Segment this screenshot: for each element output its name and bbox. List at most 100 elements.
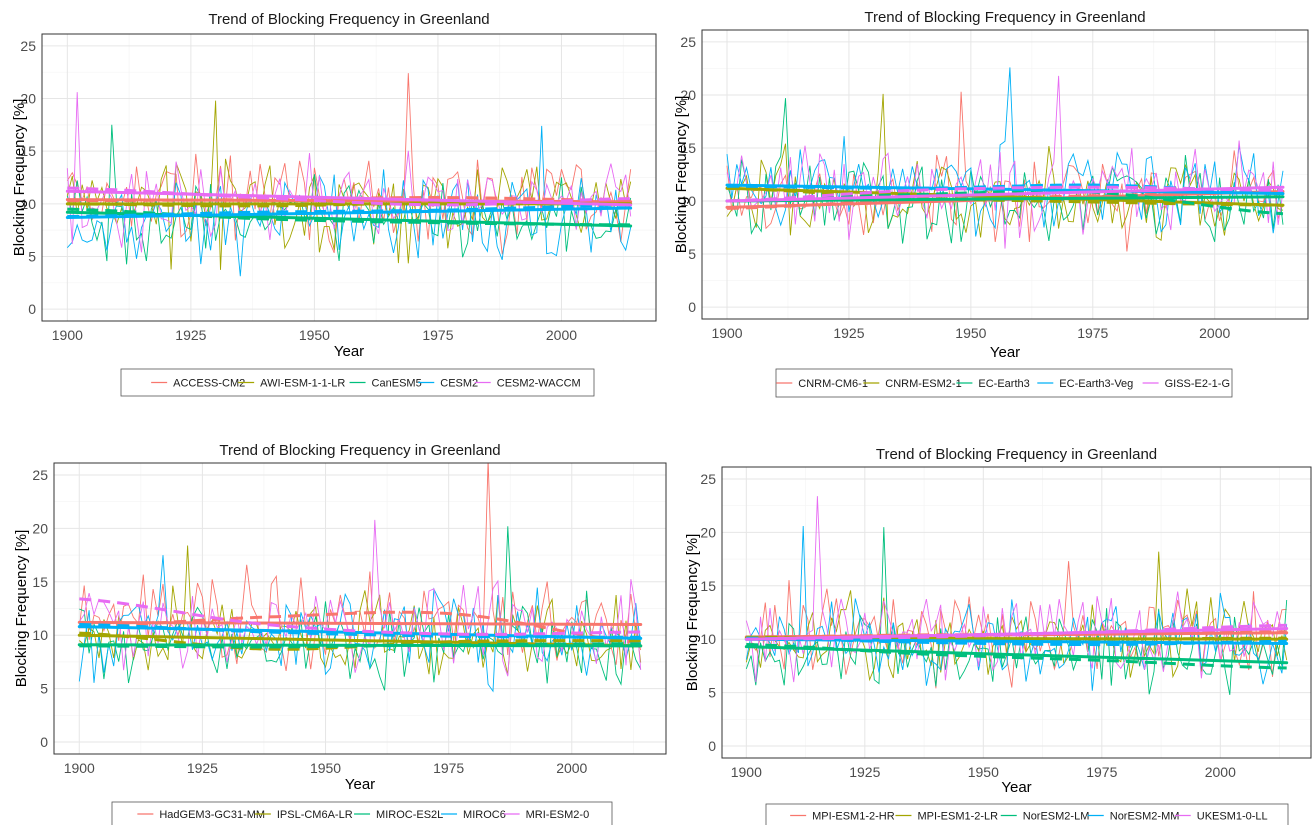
smooth-line-UKESM1-0-LL [746, 623, 1287, 641]
chart-panel-2: 0 5 10 15 20 25 1900 1925 1950 1975 2000 Trend of B… [660, 0, 1314, 410]
y-tick-label: 20 [20, 91, 36, 107]
legend-box [765, 803, 1289, 825]
legend-label: IPSL-CM6A-LR [277, 809, 353, 821]
y-axis-label: Blocking Frequency [%] [13, 530, 30, 688]
y-axis-label: Blocking Frequency [%] [684, 534, 701, 692]
plot-area [54, 463, 666, 754]
y-tick-label: 10 [700, 631, 716, 647]
plot-border [41, 33, 657, 322]
smooth-line-GISS-E2-1-G [726, 185, 1284, 203]
y-tick-label: 0 [28, 301, 36, 317]
y-tick-label: 20 [32, 520, 48, 536]
x-axis-label: Year [990, 344, 1020, 361]
y-axis-label: Blocking Frequency [%] [673, 96, 690, 254]
legend-label: CNRM-ESM2-1 [885, 378, 961, 390]
y-tick-label: 0 [40, 734, 48, 750]
plot-area [42, 34, 656, 321]
series-group [744, 496, 1289, 695]
x-tick-label: 1925 [833, 325, 864, 341]
chart-panel-1: 0 5 10 15 20 25 1900 1925 1950 1975 2000 Trend of B… [0, 0, 660, 410]
series-group [725, 67, 1285, 252]
x-tick-label: 1975 [422, 327, 453, 343]
x-tick-label: 1900 [52, 327, 83, 343]
legend-label: CanESM5 [372, 378, 422, 390]
y-axis-label: Blocking Frequency [%] [11, 99, 28, 257]
y-tick-label: 15 [20, 143, 36, 159]
legend-label: NorESM2-LM [1023, 811, 1090, 823]
y-tick-label: 5 [28, 248, 36, 264]
trend-line-MIROC-ES2L [77, 643, 643, 648]
legend: MPI-ESM1-2-HR MPI-ESM1-2-LR NorESM2-LM NorE… [765, 803, 1289, 825]
x-axis-label: Year [345, 776, 375, 793]
x-tick-label: 1975 [1077, 325, 1108, 341]
plot-border [53, 462, 667, 755]
legend-label: UKESM1-0-LL [1197, 811, 1268, 823]
chart-title: Trend of Blocking Frequency in Greenland [864, 9, 1145, 26]
plot-area [722, 467, 1311, 758]
legend-label: MRI-ESM2-0 [526, 809, 590, 821]
series-line-GISS-E2-1-G [726, 75, 1284, 249]
x-tick-label: 2000 [1199, 325, 1230, 341]
chart-svg-4: 0 5 10 15 20 25 1900 1925 1950 1975 2000 Trend of B… [684, 446, 1312, 825]
trend-line-NorESM2-LM [744, 645, 1289, 665]
chart-svg-3: 0 5 10 15 20 25 1900 1925 1950 1975 2000 Trend of B… [13, 442, 667, 825]
y-tick-label: 15 [32, 574, 48, 590]
legend-label: ACCESS-CM2 [173, 378, 245, 390]
chart-panel-4: 0 5 10 15 20 25 1900 1925 1950 1975 2000 Trend of B… [670, 412, 1314, 825]
legend-label: EC-Earth3-Veg [1059, 378, 1133, 390]
smooth-line-MIROC-ES2L [79, 642, 641, 649]
legend-label: MPI-ESM1-2-LR [917, 811, 998, 823]
x-tick-label: 1900 [64, 760, 95, 776]
series-group [77, 463, 643, 693]
trend-line-EC-Earth3-Veg [725, 183, 1285, 196]
y-tick-label: 25 [32, 467, 48, 483]
y-tick-label: 10 [680, 193, 696, 209]
legend-label: NorESM2-MM [1110, 811, 1180, 823]
smooth-line-NorESM2-LM [746, 643, 1287, 670]
y-tick-label: 0 [708, 738, 716, 754]
legend-label: EC-Earth3 [978, 378, 1029, 390]
trend-line-EC-Earth3 [725, 195, 1285, 203]
plot-border [701, 29, 1309, 320]
chart-svg-1: 0 5 10 15 20 25 1900 1925 1950 1975 2000 Trend of B… [11, 11, 657, 397]
trend-line-MIROC6 [77, 625, 643, 640]
series-line-MIROC-ES2L [79, 526, 642, 691]
series-line-CESM2-WACCM [66, 92, 632, 253]
series-line-CNRM-ESM2-1 [726, 93, 1284, 241]
series-line-MRI-ESM2-0 [78, 519, 642, 677]
series-line-CNRM-CM6-1 [726, 91, 1284, 252]
series-line-NorESM2-LM [745, 527, 1288, 695]
y-tick-label: 25 [20, 38, 36, 54]
trend-line-NorESM2-MM [744, 637, 1289, 645]
x-tick-label: 1975 [1086, 764, 1117, 780]
series-line-UKESM1-0-LL [745, 496, 1287, 683]
series-line-IPSL-CM6A-LR [78, 545, 642, 676]
legend: HadGEM3-GC31-MM IPSL-CM6A-LR MIROC-ES2L MIR… [111, 801, 613, 825]
x-tick-label: 1950 [310, 760, 341, 776]
chart-title: Trend of Blocking Frequency in Greenland [219, 442, 500, 459]
legend: ACCESS-CM2 AWI-ESM-1-1-LR CanESM5 CESM2 CESM… [120, 368, 595, 397]
x-tick-label: 1925 [187, 760, 218, 776]
x-tick-label: 1950 [968, 764, 999, 780]
chart-title: Trend of Blocking Frequency in Greenland [208, 11, 489, 28]
series-line-MPI-ESM1-2-LR [745, 551, 1288, 682]
chart-svg-2: 0 5 10 15 20 25 1900 1925 1950 1975 2000 Trend of B… [673, 9, 1309, 398]
smooth-line-NorESM2-MM [746, 636, 1287, 647]
x-tick-label: 2000 [556, 760, 587, 776]
chart-title: Trend of Blocking Frequency in Greenland [876, 446, 1157, 463]
legend-label: GISS-E2-1-G [1165, 378, 1230, 390]
x-axis-label: Year [334, 343, 364, 360]
plot-area [702, 30, 1308, 319]
trend-line-HadGEM3-GC31-MM [77, 620, 643, 627]
legend-label: CESM2-WACCM [497, 378, 581, 390]
series-group [65, 73, 633, 277]
y-tick-label: 20 [700, 524, 716, 540]
smooth-line-EC-Earth3 [726, 189, 1284, 216]
y-tick-label: 10 [32, 627, 48, 643]
trend-line-CESM2-WACCM [65, 189, 633, 207]
legend-label: MIROC-ES2L [376, 809, 443, 821]
legend-label: MIROC6 [463, 809, 506, 821]
x-tick-label: 1950 [955, 325, 986, 341]
legend-label: CESM2 [440, 378, 478, 390]
x-tick-label: 1950 [299, 327, 330, 343]
